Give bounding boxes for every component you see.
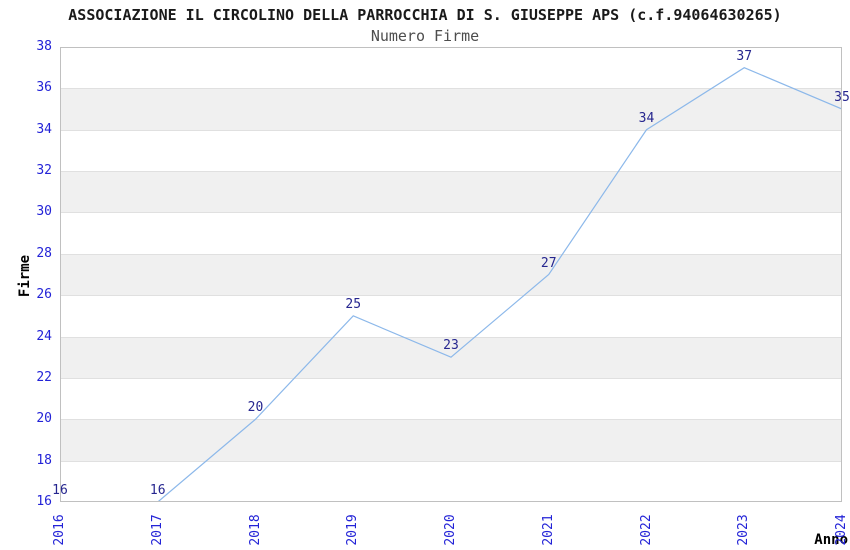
x-tick-label: 2021 [540, 514, 556, 546]
y-tick-label: 30 [36, 204, 52, 220]
x-tick-label: 2020 [443, 514, 458, 546]
y-tick-label: 36 [36, 80, 52, 96]
data-label: 16 [149, 483, 166, 498]
x-tick-label: 2022 [638, 514, 654, 546]
y-tick-label: 34 [36, 121, 52, 137]
y-tick-label: 26 [36, 287, 52, 303]
chart-subtitle: Numero Firme [370, 27, 480, 45]
y-tick-label: 24 [36, 328, 52, 344]
grid-band [60, 212, 842, 254]
x-tick-label: 2023 [736, 514, 752, 546]
data-label: 23 [443, 338, 459, 354]
grid-band [60, 419, 842, 461]
data-label: 34 [638, 110, 655, 126]
grid-band [60, 377, 842, 420]
grid-band [60, 253, 842, 296]
x-tick-label: 2016 [52, 514, 67, 546]
plot-area [60, 47, 842, 502]
data-label: 35 [834, 90, 850, 106]
grid-band [60, 129, 842, 172]
y-tick-label: 18 [36, 452, 52, 468]
grid-band [60, 47, 842, 89]
grid-band [60, 460, 842, 502]
data-label: 27 [540, 255, 557, 271]
data-label: 25 [345, 296, 362, 312]
chart-title: ASSOCIAZIONE IL CIRCOLINO DELLA PARROCCH… [68, 6, 782, 24]
y-tick-label: 28 [36, 245, 52, 261]
grid-band [60, 171, 842, 213]
y-tick-label: 32 [36, 163, 52, 179]
grid-band [60, 295, 842, 337]
y-tick-label: 22 [36, 369, 52, 385]
x-tick-label: 2017 [149, 514, 165, 546]
x-axis-title: Anno [814, 532, 848, 548]
data-label: 37 [736, 48, 753, 64]
y-tick-label: 20 [36, 411, 52, 427]
x-tick-label: 2019 [345, 514, 361, 546]
data-label: 20 [247, 400, 264, 416]
grid-band [60, 88, 842, 130]
series-line [60, 67, 842, 502]
data-label: 16 [52, 483, 68, 498]
x-tick-label: 2018 [247, 514, 263, 546]
x-tick-label: 2024 [834, 514, 849, 546]
y-tick-label: 16 [36, 494, 52, 509]
y-tick-label: 38 [36, 39, 52, 54]
line-series-svg [60, 67, 842, 502]
